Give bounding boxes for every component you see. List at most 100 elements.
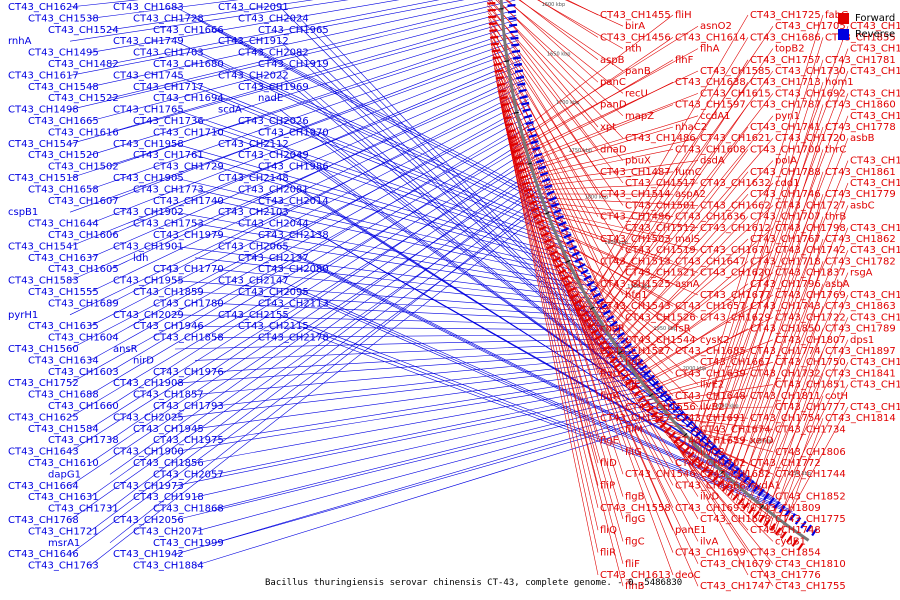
reverse-gene-label: CT43_CH1498 [8,105,79,116]
reverse-gene-label: CT43_CH1634 [28,355,99,366]
forward-gene-label: CT43_CH1677 [700,290,771,301]
forward-gene-label: CT43_CH1750 [775,357,846,368]
forward-gene-label: CT43_CH1679 [700,559,771,570]
reverse-gene [592,292,601,299]
forward-connector [634,350,749,397]
forward-gene-label: CT43_CH1743 [750,301,821,312]
forward-connector [659,426,774,475]
reverse-gene [560,227,570,233]
reverse-connector [194,325,623,331]
reverse-gene-label: CT43_CH1482 [48,59,119,70]
reverse-gene-label: CT43_CH1694 [153,93,224,104]
reverse-connector [194,154,586,266]
tick-mark [720,470,725,475]
forward-gene-label: asbB [850,133,875,144]
forward-gene [508,135,517,140]
reverse-gene [609,320,618,327]
forward-gene [706,470,714,478]
forward-gene-label: CT43_CH1815 [850,245,900,256]
forward-gene [577,305,586,311]
forward-gene-label: CT43_CH1734 [775,424,846,435]
forward-gene-label: CT43_CH1585 [700,66,771,77]
forward-gene-label: ilvA [700,536,718,547]
forward-connector [614,238,749,369]
forward-gene-label: CT43_CH1486 [625,133,696,144]
reverse-gene [811,528,818,537]
forward-gene [590,328,599,335]
reverse-gene [525,121,534,126]
reverse-gene-label: CT43_CH1644 [28,219,99,230]
forward-gene [506,129,516,134]
reverse-connector [279,6,690,418]
forward-gene-label: CT43_CH1639 [675,368,746,379]
forward-connector [491,50,599,307]
tick-mark [565,260,571,264]
forward-gene [677,441,686,449]
forward-connector [722,182,849,492]
forward-gene [753,510,760,519]
forward-gene [732,493,740,501]
forward-connector [517,115,699,171]
reverse-gene-label: CT43_CH2065 [218,241,289,252]
reverse-connector [69,0,349,42]
forward-connector [506,0,599,83]
forward-connector [576,14,749,310]
forward-gene [763,519,771,527]
reverse-connector [174,338,628,350]
reverse-gene-label: CT43_CH1502 [48,162,119,173]
forward-gene [758,514,766,523]
reverse-gene-label: CT43_CH1607 [48,196,119,207]
forward-gene-label: CT43_CH1894 [850,223,900,234]
forward-gene [496,82,506,87]
forward-gene [561,275,570,281]
forward-connector [746,283,824,513]
forward-gene-label: flgC [625,536,645,547]
forward-connector [573,302,674,576]
forward-gene-label: CT43_CH1638 [675,77,746,88]
reverse-connector [214,382,661,475]
forward-gene-label: nth [625,44,642,55]
reverse-connector [299,18,693,422]
reverse-connector [194,354,640,395]
legend: Forward Reverse [838,10,895,42]
forward-connector [749,294,849,515]
forward-gene-label: fliP [600,480,615,491]
reverse-gene [752,484,760,493]
forward-connector [656,423,749,464]
reverse-gene-label: ansR [113,344,138,355]
forward-connector [754,317,849,519]
forward-gene-label: CT43_CH1769 [775,290,846,301]
forward-gene-label: panE1 [675,525,707,536]
reverse-gene-label: CT43_CH1710 [153,127,224,138]
reverse-gene-label: CT43_CH2103 [218,207,289,218]
reverse-gene-label: CT43_CH1901 [113,241,184,252]
forward-gene [747,506,755,515]
reverse-connector [279,314,789,510]
reverse-connector [194,342,631,361]
forward-connector [575,305,699,587]
forward-gene [524,187,533,193]
reverse-gene [530,140,539,145]
forward-gene-label: CT43_CH1692 [775,88,846,99]
legend-swatch [838,12,849,24]
reverse-gene [526,127,536,132]
forward-connector [744,272,849,510]
reverse-connector [214,358,643,407]
reverse-gene [647,375,656,382]
reverse-connector [214,63,569,229]
reverse-connector [109,14,517,133]
forward-gene [493,62,502,67]
reverse-gene [659,390,668,398]
reverse-gene [577,263,586,269]
reverse-gene [643,369,652,377]
forward-gene-label: CT43_CH1822 [850,312,900,323]
forward-gene [633,389,642,397]
forward-gene-label: CT43_CH1746 [750,189,821,200]
reverse-gene-label: CT43_CH2026 [238,116,309,127]
forward-gene-label: CT43_CH1863 [825,301,896,312]
reverse-gene-label: CT43_CH1753 [133,219,204,230]
reverse-connector [279,280,777,501]
reverse-gene [616,331,625,339]
forward-gene-label: CT43_CH1612 [700,223,771,234]
